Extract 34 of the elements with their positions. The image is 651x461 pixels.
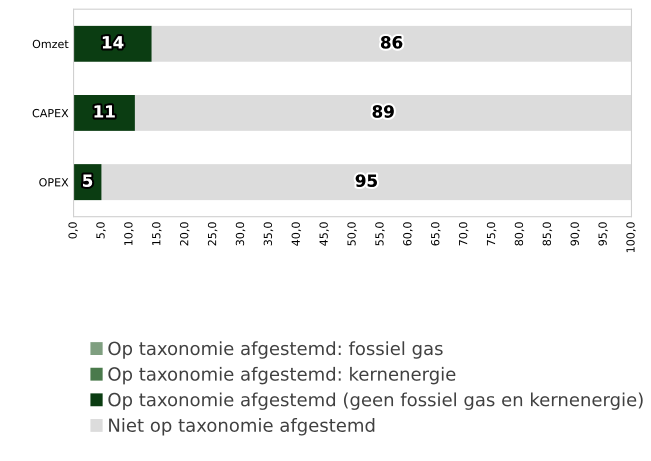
x-tick-label: 25,0 — [208, 222, 218, 246]
data-label: 95 — [356, 174, 377, 187]
x-tick-label: 45,0 — [319, 222, 329, 246]
x-tick-label: 30,0 — [236, 222, 246, 246]
data-label: 14 — [102, 36, 124, 48]
x-tick-label: 90,0 — [570, 222, 580, 246]
x-tick-label: 65,0 — [431, 222, 441, 246]
x-tick-label: 10,0 — [124, 222, 134, 246]
x-tick-label: 5,0 — [96, 222, 106, 238]
x-tick-label: 15,0 — [152, 222, 162, 246]
x-tick-label: 100,0 — [626, 222, 636, 252]
x-tick-label: 35,0 — [264, 222, 274, 246]
data-label: 86 — [380, 36, 402, 49]
y-tick-label: CAPEX — [32, 108, 68, 118]
x-tick-label: 60,0 — [403, 222, 413, 246]
data-label: 89 — [372, 105, 394, 118]
x-tick-label: 70,0 — [458, 222, 468, 246]
x-tick-label: 75,0 — [486, 222, 496, 246]
data-label: 5 — [83, 174, 92, 187]
x-tick-label: 85,0 — [542, 222, 552, 246]
y-tick-label: OPEX — [39, 178, 68, 186]
legend-label: Op taxonomie afgestemd: fossiel gas — [108, 341, 443, 359]
legend-label: Op taxonomie afgestemd (geen fossiel gas en kernenergie) — [108, 392, 643, 410]
data-label: 11 — [94, 105, 115, 118]
y-tick-label: Omzet — [32, 40, 68, 48]
legend-label: Niet op taxonomie afgestemd — [109, 418, 374, 436]
legend-label: Op taxonomie afgestemd: kernenergie — [108, 366, 456, 384]
x-tick-label: 80,0 — [514, 222, 524, 246]
x-tick-label: 40,0 — [292, 222, 302, 246]
x-tick-label: 50,0 — [347, 222, 357, 246]
x-tick-label: 20,0 — [180, 222, 190, 246]
x-tick-label: 95,0 — [598, 222, 608, 246]
x-tick-label: 0,0 — [68, 222, 78, 238]
x-tick-label: 55,0 — [375, 222, 385, 246]
